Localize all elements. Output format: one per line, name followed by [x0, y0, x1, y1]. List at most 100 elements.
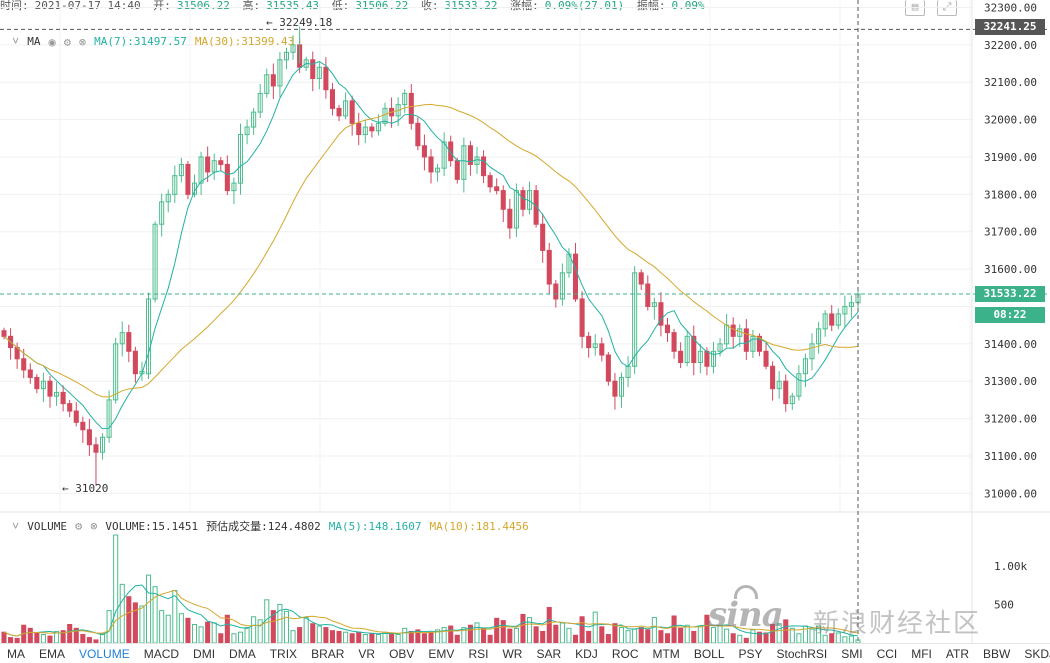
volume-bar — [185, 617, 191, 643]
tab-mfi[interactable]: MFI — [911, 646, 932, 661]
collapse-chevron-icon[interactable]: ˅ — [12, 518, 20, 533]
volume-value: VOLUME:15.1451 — [105, 519, 199, 533]
ma7-value: MA(7):31497.57 — [94, 35, 187, 48]
candle-body — [257, 92, 263, 113]
volume-bar — [119, 583, 125, 643]
candle-body — [678, 350, 684, 364]
volume-bar — [638, 627, 644, 643]
ohlc-info-bar: 时间: 2021-07-17 14:40 开: 31506.22 高: 31535.4… — [0, 0, 711, 14]
candle-body — [822, 313, 828, 330]
close-icon[interactable]: ⊗ — [78, 34, 87, 49]
amplitude-label: 振幅: — [636, 0, 666, 12]
candle-body — [277, 59, 283, 87]
volume-bar — [855, 639, 861, 643]
tab-roc[interactable]: ROC — [611, 646, 639, 661]
amplitude-value: 0.09% — [671, 0, 705, 12]
tab-volume[interactable]: VOLUME — [79, 646, 130, 661]
volume-bar — [658, 630, 664, 643]
candle-body — [165, 193, 171, 203]
tab-atr[interactable]: ATR — [945, 646, 970, 661]
candle-body — [343, 100, 349, 117]
candle-body — [415, 122, 421, 147]
price-axis-label: 32200.00 — [984, 39, 1037, 52]
tab-bbw[interactable]: BBW — [983, 646, 1011, 661]
volume-bar — [47, 635, 53, 643]
volume-axis-label: 500 — [994, 598, 1014, 611]
settings-gear-icon[interactable]: ⚙ — [74, 519, 83, 533]
close-icon[interactable]: ⊗ — [90, 519, 98, 533]
tab-cci[interactable]: CCI — [876, 646, 898, 661]
tab-smi[interactable]: SMI — [841, 646, 863, 661]
volume-ma10-value: MA(10):181.4456 — [429, 519, 529, 533]
volume-bar — [507, 628, 513, 643]
tab-wr[interactable]: WR — [502, 646, 523, 661]
candle-body — [218, 160, 224, 165]
candle-body — [802, 358, 808, 375]
volume-bar — [559, 622, 565, 643]
crosshair-price-tag: 32241.25 — [975, 19, 1045, 35]
volume-bar — [132, 602, 138, 643]
candle-body — [848, 302, 854, 307]
candle-body — [428, 156, 434, 173]
tab-mtm[interactable]: MTM — [652, 646, 680, 661]
close-value: 31533.22 — [444, 0, 498, 12]
volume-bar — [231, 633, 237, 643]
tab-emv[interactable]: EMV — [428, 646, 455, 661]
estimated-volume-value: 预估成交量:124.4802 — [206, 520, 321, 533]
candle-body — [126, 332, 132, 352]
candle-body — [60, 391, 66, 405]
tab-vr[interactable]: VR — [358, 646, 376, 661]
volume-bar — [93, 639, 99, 643]
volume-bar — [441, 627, 447, 643]
chart-canvas[interactable]: 32300.00 32200.00 32100.00 32000.00 31900.00… — [0, 0, 1050, 643]
candle-body — [638, 272, 644, 285]
volume-bar — [402, 627, 408, 643]
candle-body — [461, 145, 467, 180]
candle-body — [776, 380, 782, 390]
volume-bar — [756, 631, 762, 643]
tab-ma[interactable]: MA — [7, 646, 25, 661]
fullscreen-icon[interactable]: ⤢ — [937, 0, 957, 16]
candle-body — [237, 134, 244, 184]
tab-brar[interactable]: BRAR — [311, 646, 345, 661]
ma30-value: MA(30):31399.43 — [194, 35, 295, 48]
tab-skdj[interactable]: SKDJ — [1024, 646, 1050, 661]
candle-body — [264, 74, 270, 94]
indicator-tab-bar: MA EMA VOLUME MACD DMI DMA TRIX BRAR VR OBV EMV RSI… — [0, 643, 1050, 663]
volume-bar — [671, 615, 677, 643]
candle-body — [579, 298, 585, 337]
visibility-eye-icon[interactable]: ◉ — [48, 34, 56, 49]
volume-axis-label: 1.00k — [994, 560, 1027, 573]
candle-body — [743, 328, 749, 352]
tab-rsi[interactable]: RSI — [468, 646, 489, 661]
volume-bar — [428, 632, 434, 643]
volume-bar — [829, 633, 835, 643]
tab-macd[interactable]: MACD — [143, 646, 180, 661]
volume-bar — [737, 634, 743, 643]
collapse-chevron-icon[interactable]: ˅ — [12, 34, 20, 48]
tab-ema[interactable]: EMA — [39, 646, 66, 661]
volume-bar — [421, 633, 427, 643]
screenshot-icon[interactable]: ▤ — [905, 0, 925, 16]
candle-body — [533, 190, 539, 225]
tab-trix[interactable]: TRIX — [269, 646, 298, 661]
tab-kdj[interactable]: KDJ — [575, 646, 598, 661]
volume-bar — [566, 627, 572, 643]
candle-body — [145, 298, 152, 375]
tab-psy[interactable]: PSY — [738, 646, 763, 661]
volume-bar — [625, 630, 631, 643]
volume-bar — [592, 611, 598, 643]
volume-bar — [316, 625, 322, 643]
tab-dma[interactable]: DMA — [229, 646, 256, 661]
tab-obv[interactable]: OBV — [389, 646, 415, 661]
volume-bar — [809, 628, 815, 643]
candle-body — [224, 163, 230, 192]
tab-stochrsi[interactable]: StochRSI — [776, 646, 828, 661]
tab-sar[interactable]: SAR — [536, 646, 562, 661]
candle-body — [710, 350, 717, 367]
tab-boll[interactable]: BOLL — [693, 646, 725, 661]
candle-body — [172, 175, 178, 195]
settings-gear-icon[interactable]: ⚙ — [63, 34, 71, 49]
tab-dmi[interactable]: DMI — [193, 646, 216, 661]
volume-bar — [651, 617, 657, 643]
